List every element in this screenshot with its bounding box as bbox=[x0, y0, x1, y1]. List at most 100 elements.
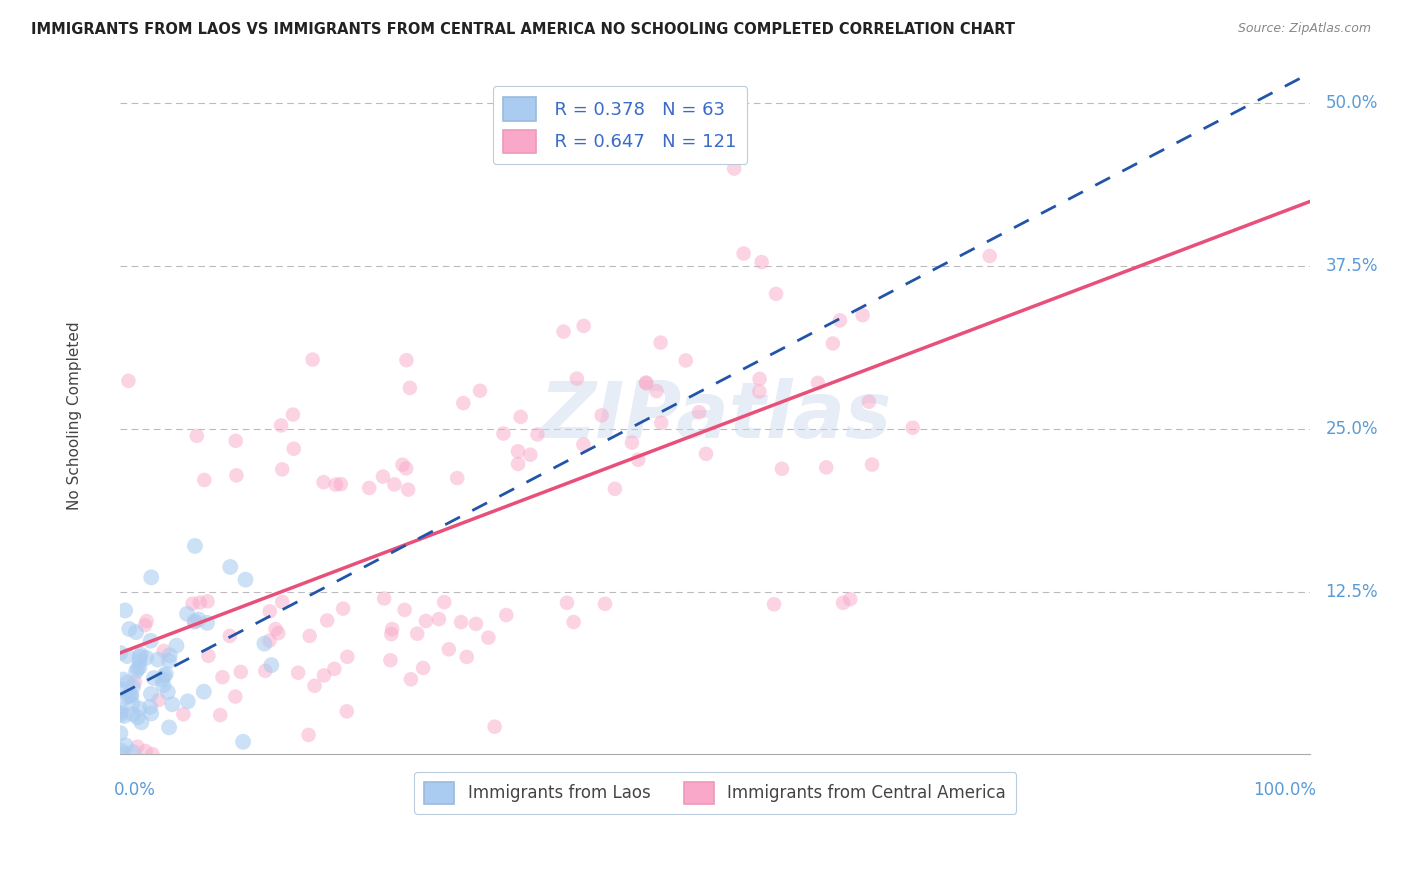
Point bbox=[184, 539, 207, 553]
Point bbox=[723, 161, 745, 176]
Point bbox=[124, 675, 146, 690]
Point bbox=[186, 429, 208, 443]
Point bbox=[193, 684, 215, 698]
Text: 12.5%: 12.5% bbox=[1326, 582, 1378, 600]
Point bbox=[148, 693, 170, 707]
Point bbox=[283, 442, 305, 456]
Point bbox=[506, 457, 529, 471]
Point bbox=[562, 615, 585, 629]
Point bbox=[157, 720, 180, 734]
Point bbox=[121, 697, 143, 711]
Point bbox=[110, 744, 132, 758]
Point bbox=[159, 648, 181, 663]
Point bbox=[395, 353, 418, 368]
Point bbox=[553, 325, 575, 339]
Point bbox=[135, 614, 157, 628]
Point bbox=[399, 673, 422, 687]
Point bbox=[555, 596, 578, 610]
Point bbox=[129, 648, 152, 662]
Point bbox=[117, 675, 139, 690]
Point bbox=[125, 665, 148, 679]
Point bbox=[139, 633, 162, 648]
Point bbox=[359, 481, 381, 495]
Point bbox=[456, 649, 478, 664]
Point bbox=[120, 688, 142, 702]
Point bbox=[117, 374, 139, 388]
Point bbox=[127, 662, 149, 676]
Point bbox=[156, 685, 179, 699]
Point bbox=[110, 703, 132, 717]
Point bbox=[224, 690, 246, 704]
Point bbox=[225, 434, 247, 448]
Point bbox=[141, 706, 163, 721]
Point bbox=[271, 462, 294, 476]
Point bbox=[128, 649, 150, 664]
Point bbox=[197, 594, 219, 608]
Point bbox=[121, 745, 143, 759]
Point bbox=[153, 644, 176, 658]
Point bbox=[160, 698, 183, 712]
Point bbox=[260, 658, 283, 673]
Point bbox=[645, 384, 668, 398]
Point bbox=[695, 447, 717, 461]
Point bbox=[832, 596, 855, 610]
Point bbox=[852, 308, 875, 322]
Point bbox=[131, 715, 153, 730]
Point bbox=[675, 353, 697, 368]
Point bbox=[634, 376, 657, 390]
Point bbox=[815, 460, 838, 475]
Point bbox=[259, 604, 281, 618]
Point bbox=[627, 452, 650, 467]
Point bbox=[253, 637, 276, 651]
Point bbox=[183, 615, 205, 629]
Point bbox=[828, 313, 851, 327]
Point bbox=[446, 471, 468, 485]
Point bbox=[142, 671, 165, 685]
Point bbox=[166, 639, 188, 653]
Point bbox=[636, 376, 658, 391]
Point bbox=[270, 418, 292, 433]
Point bbox=[304, 679, 326, 693]
Text: ZIPatlas: ZIPatlas bbox=[538, 378, 891, 454]
Point bbox=[433, 595, 456, 609]
Point bbox=[128, 660, 150, 674]
Point bbox=[316, 614, 339, 628]
Point bbox=[650, 335, 672, 350]
Point bbox=[565, 371, 588, 385]
Point bbox=[807, 376, 830, 390]
Point bbox=[821, 336, 844, 351]
Point bbox=[620, 435, 643, 450]
Point bbox=[118, 622, 141, 636]
Point bbox=[115, 690, 138, 704]
Point bbox=[152, 678, 174, 692]
Point bbox=[412, 661, 434, 675]
Point bbox=[110, 646, 132, 660]
Legend: Immigrants from Laos, Immigrants from Central America: Immigrants from Laos, Immigrants from Ce… bbox=[415, 772, 1017, 814]
Point bbox=[733, 246, 755, 260]
Point bbox=[128, 701, 150, 715]
Text: 50.0%: 50.0% bbox=[1326, 95, 1378, 112]
Point bbox=[415, 614, 437, 628]
Point bbox=[188, 595, 211, 609]
Point bbox=[197, 648, 219, 663]
Text: No Schooling Completed: No Schooling Completed bbox=[67, 321, 83, 510]
Point bbox=[406, 626, 429, 640]
Point bbox=[235, 573, 257, 587]
Point bbox=[108, 682, 131, 697]
Point bbox=[114, 747, 136, 762]
Point bbox=[858, 394, 880, 409]
Point bbox=[591, 409, 613, 423]
Point bbox=[979, 249, 1001, 263]
Point bbox=[468, 384, 491, 398]
Point bbox=[323, 662, 346, 676]
Point bbox=[572, 318, 595, 333]
Point bbox=[225, 468, 247, 483]
Point bbox=[312, 475, 335, 490]
Point bbox=[603, 482, 626, 496]
Point bbox=[135, 744, 157, 758]
Point bbox=[287, 665, 309, 680]
Point bbox=[399, 381, 422, 395]
Point bbox=[259, 633, 281, 648]
Point bbox=[373, 591, 395, 606]
Point bbox=[297, 728, 319, 742]
